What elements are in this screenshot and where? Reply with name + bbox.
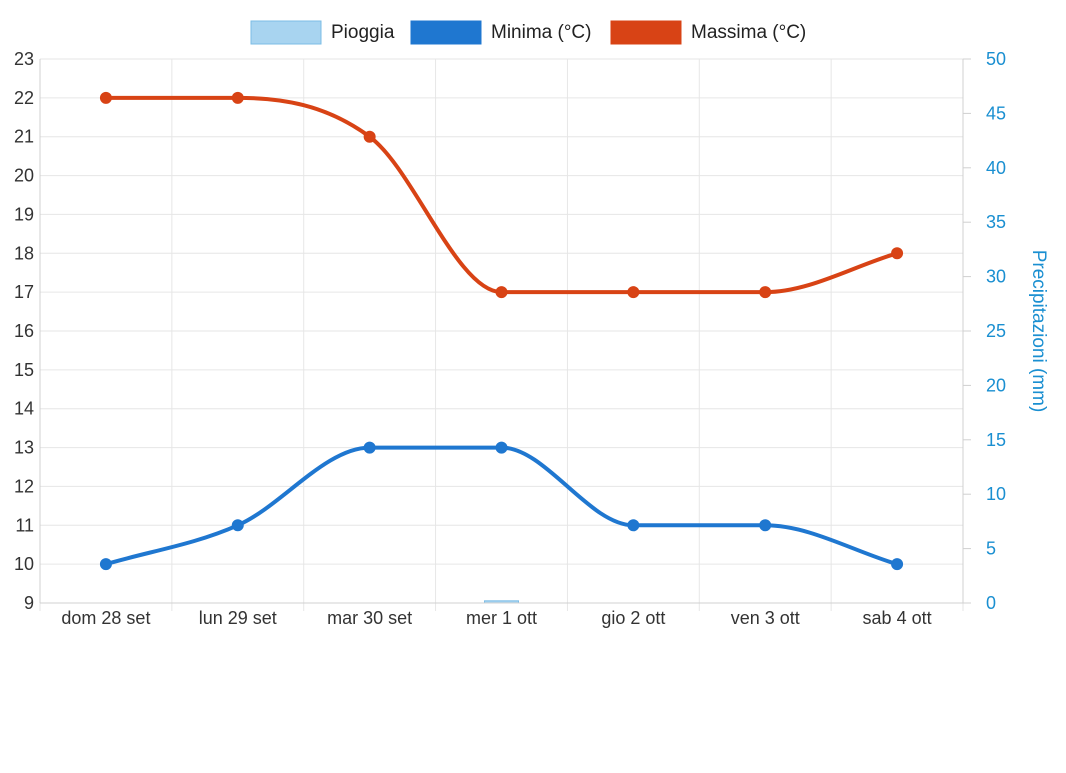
- minima-c-point[interactable]: [627, 519, 640, 532]
- y-left-tick-label: 13: [14, 438, 34, 458]
- massima-c-point[interactable]: [495, 286, 508, 299]
- y-left-tick-label: 18: [14, 243, 34, 263]
- y-left-tick-label: 14: [14, 399, 34, 419]
- x-tick-label: sab 4 ott: [863, 608, 932, 628]
- y-left-tick-label: 9: [24, 593, 34, 613]
- y-right-tick-label: 35: [986, 212, 1006, 232]
- y-right-tick-label: 5: [986, 539, 996, 559]
- minima-c-point[interactable]: [495, 441, 508, 454]
- y-right-tick-label: 15: [986, 430, 1006, 450]
- massima-c-point[interactable]: [99, 91, 112, 104]
- y-left-tick-label: 16: [14, 321, 34, 341]
- y-right-tick-label: 50: [986, 49, 1006, 69]
- minima-c-point[interactable]: [231, 519, 244, 532]
- legend-label-pioggia[interactable]: Pioggia: [331, 22, 395, 43]
- massima-c-line: [103, 95, 900, 295]
- x-tick-label: mer 1 ott: [466, 608, 537, 628]
- massima-c-point[interactable]: [891, 247, 904, 260]
- y-right-tick-label: 20: [986, 375, 1006, 395]
- y-left-tick-label: 12: [14, 476, 34, 496]
- y-left-tick-label: 20: [14, 166, 34, 186]
- y-left-tick-label: 21: [14, 127, 34, 147]
- minima-c-line: [103, 445, 900, 567]
- y-right-tick-label: 30: [986, 267, 1006, 287]
- massima-c-point[interactable]: [363, 130, 376, 143]
- y-right-tick-label: 45: [986, 103, 1006, 123]
- massima-c-point[interactable]: [231, 91, 244, 104]
- massima-c-point[interactable]: [627, 286, 640, 299]
- y-right-tick-label: 10: [986, 484, 1006, 504]
- grid: [39, 58, 964, 611]
- minima-c-point[interactable]: [363, 441, 376, 454]
- x-tick-label: mar 30 set: [327, 608, 412, 628]
- y-left-tick-label: 11: [15, 515, 34, 535]
- massima-c-point[interactable]: [759, 286, 772, 299]
- minima-c-point[interactable]: [891, 558, 904, 571]
- legend-swatch-minima-c[interactable]: [410, 20, 482, 45]
- y-left-tick-label: 15: [14, 360, 34, 380]
- legend-swatch-pioggia[interactable]: [250, 20, 322, 45]
- y-right-tick-label: 0: [986, 593, 996, 613]
- legend-swatch-massima-c[interactable]: [610, 20, 682, 45]
- x-tick-label: ven 3 ott: [731, 608, 800, 628]
- minima-c-point[interactable]: [99, 558, 112, 571]
- x-tick-label: dom 28 set: [61, 608, 150, 628]
- y-left-tick-label: 23: [14, 49, 34, 69]
- legend: Pioggia Minima (°C) Massima (°C): [250, 20, 806, 45]
- axes: 9 10 11 12 13 14 15 16 17 18 19 20 21 22 23 0 5 10 15 20 25 3…: [14, 49, 1049, 628]
- x-tick-label: gio 2 ott: [601, 608, 665, 628]
- series-points: [99, 91, 904, 571]
- y-left-tick-label: 17: [14, 282, 34, 302]
- y-left-tick-label: 22: [14, 88, 34, 108]
- y-right-axis-title: Precipitazioni (mm): [1028, 250, 1049, 413]
- legend-label-minima-c[interactable]: Minima (°C): [491, 22, 591, 43]
- y-left-tick-label: 10: [14, 554, 34, 574]
- minima-c-point[interactable]: [759, 519, 772, 532]
- y-left-tick-label: 19: [14, 204, 34, 224]
- legend-label-massima-c[interactable]: Massima (°C): [691, 22, 806, 43]
- y-right-tick-label: 40: [986, 158, 1006, 178]
- x-tick-label: lun 29 set: [199, 608, 277, 628]
- y-right-tick-label: 25: [986, 321, 1006, 341]
